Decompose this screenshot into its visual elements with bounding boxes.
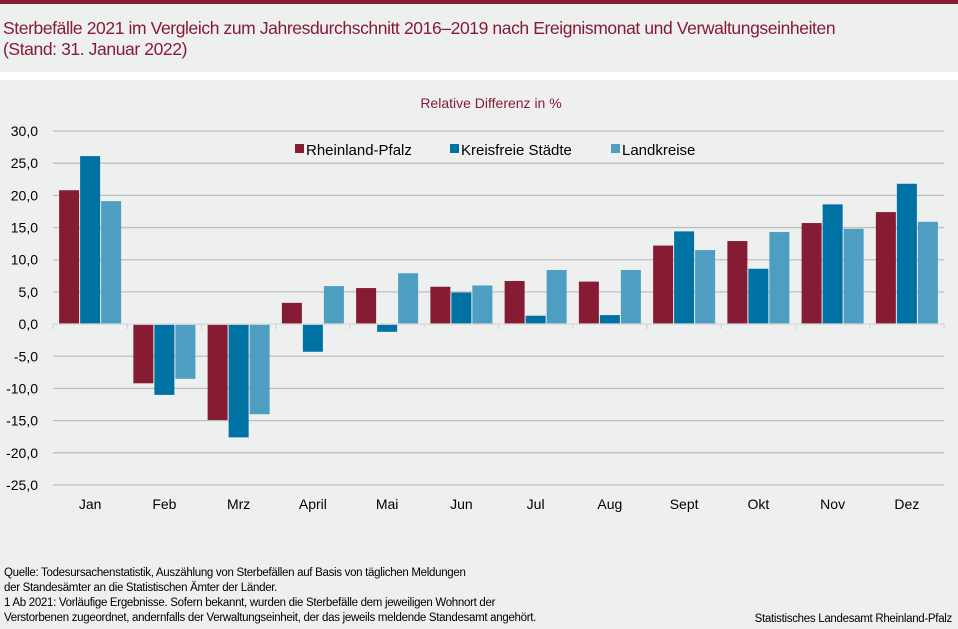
bar-rheinland-pfalz (653, 245, 674, 325)
bar-landkreise (323, 286, 344, 325)
legend-label: Kreisfreie Städte (461, 142, 572, 159)
bar-kreisfreie-st-dte (451, 292, 472, 325)
bar-rheinland-pfalz (281, 302, 302, 325)
footnote-line: Verstorbenen zugeordnet, andernfalls der… (4, 612, 537, 624)
bar-landkreise (620, 270, 641, 325)
gridlines (53, 130, 944, 486)
bar-rheinland-pfalz (875, 212, 896, 325)
x-tick-label: Dez (894, 496, 919, 512)
bar-rheinland-pfalz (59, 190, 80, 325)
bar-kreisfreie-st-dte (896, 183, 917, 325)
chart-title-line1: Sterbefälle 2021 im Vergleich zum Jahres… (3, 18, 836, 38)
x-tick-label: Jan (79, 496, 102, 512)
bar-landkreise (175, 324, 196, 379)
chart-title: Sterbefälle 2021 im Vergleich zum Jahres… (3, 18, 953, 60)
chart-subtitle: Relative Differenz in % (420, 95, 561, 111)
bar-rheinland-pfalz (504, 280, 525, 325)
bar-kreisfreie-st-dte (228, 324, 249, 438)
footnote-line: der Standesämter an die Statistischen Äm… (4, 582, 278, 594)
legend-label: Rheinland-Pfalz (306, 142, 412, 159)
y-tick-label: -20,0 (6, 445, 38, 461)
bar-landkreise (769, 232, 790, 325)
bar-kreisfreie-st-dte (748, 268, 769, 325)
y-tick-label: 20,0 (11, 187, 38, 203)
bar-landkreise (917, 221, 938, 325)
x-tick-label: April (299, 496, 327, 512)
y-tick-label: 0,0 (19, 316, 39, 332)
y-tick-label: 10,0 (11, 252, 38, 268)
footnote-line: Quelle: Todesursachenstatistik, Auszählu… (4, 567, 466, 579)
bar-landkreise (249, 324, 270, 415)
bar-kreisfreie-st-dte (154, 324, 175, 395)
bar-kreisfreie-st-dte (599, 315, 620, 325)
x-tick-label: Mai (376, 496, 399, 512)
top-accent-bar (0, 0, 958, 4)
x-tick-label: Feb (152, 496, 176, 512)
bar-landkreise (546, 270, 567, 325)
y-tick-label: -15,0 (6, 413, 38, 429)
bar-landkreise (472, 285, 493, 325)
chart-title-line2: (Stand: 31. Januar 2022) (3, 39, 188, 59)
bar-rheinland-pfalz (430, 286, 451, 325)
bar-rheinland-pfalz (801, 223, 822, 325)
footnotes: Quelle: Todesursachenstatistik, Auszählu… (4, 566, 536, 626)
y-tick-label: 5,0 (19, 284, 39, 300)
source-credit: Statistisches Landesamt Rheinland-Pfalz (754, 613, 953, 625)
y-tick-label: -10,0 (6, 380, 38, 396)
bar-rheinland-pfalz (727, 241, 748, 325)
bar-landkreise (398, 273, 419, 325)
bar-rheinland-pfalz (207, 324, 228, 420)
legend-label: Landkreise (622, 142, 695, 159)
footnote-line: 1 Ab 2021: Vorläufige Ergebnisse. Sofern… (4, 597, 496, 609)
legend-swatch (295, 144, 304, 153)
bar-landkreise (695, 250, 716, 325)
x-tick-label: Okt (747, 496, 769, 512)
bar-landkreise (101, 201, 122, 325)
legend-swatch (450, 144, 459, 153)
x-tick-label: Mrz (227, 496, 250, 512)
x-axis: Jan Feb Mrz April Mai Jun Jul Aug Sept Okt Nov Dez (52, 323, 945, 512)
bar-kreisfreie-st-dte (674, 231, 695, 325)
legend-swatch (611, 144, 620, 153)
y-tick-label: -5,0 (14, 348, 38, 364)
y-tick-label: 15,0 (11, 220, 38, 236)
y-axis: 30,0 25,0 20,0 15,0 10,0 5,0 0,0 -5,0 -10,0 -15,0… (6, 123, 38, 493)
y-tick-label: 25,0 (11, 155, 38, 171)
x-tick-label: Aug (597, 496, 622, 512)
bar-kreisfreie-st-dte (525, 315, 546, 325)
x-tick-label: Sept (670, 496, 699, 512)
y-tick-label: -25,0 (6, 477, 38, 493)
bar-rheinland-pfalz (356, 288, 377, 325)
bars (59, 156, 938, 438)
bar-landkreise (843, 228, 864, 325)
bar-kreisfreie-st-dte (302, 324, 323, 352)
x-tick-label: Nov (820, 496, 845, 512)
x-tick-label: Jul (527, 496, 545, 512)
x-tick-label: Jun (450, 496, 473, 512)
y-tick-label: 30,0 (11, 123, 38, 139)
header: Sterbefälle 2021 im Vergleich zum Jahres… (0, 4, 958, 72)
bar-rheinland-pfalz (578, 281, 599, 325)
legend: Rheinland-Pfalz Kreisfreie Städte Landkrei… (295, 142, 695, 159)
bar-kreisfreie-st-dte (377, 324, 398, 332)
bar-kreisfreie-st-dte (822, 204, 843, 325)
bar-kreisfreie-st-dte (80, 156, 101, 325)
bar-rheinland-pfalz (133, 324, 154, 384)
